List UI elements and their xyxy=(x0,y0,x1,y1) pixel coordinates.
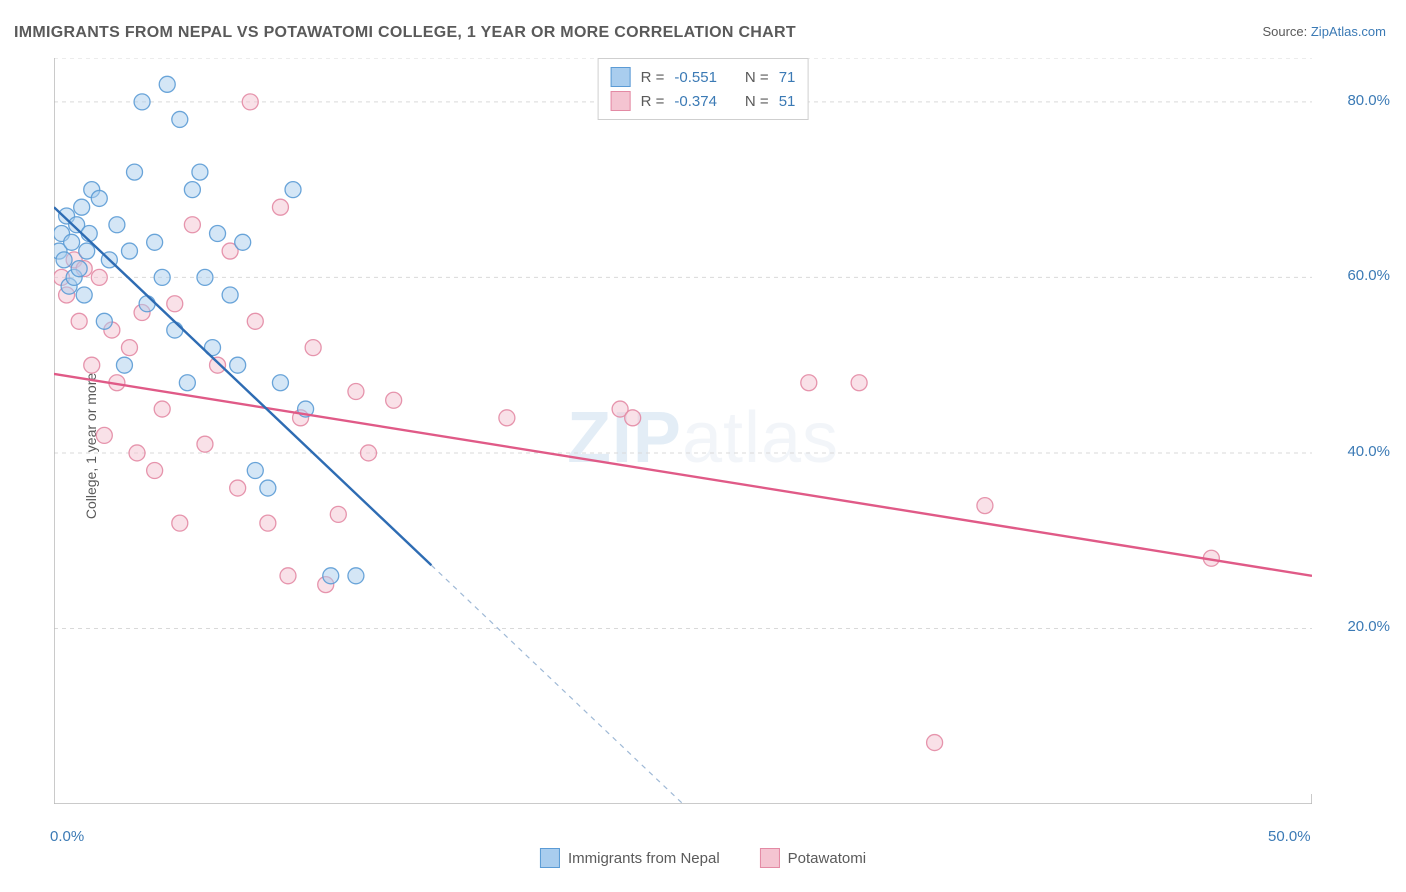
stats-N-label: N = xyxy=(745,93,769,110)
stats-N-label: N = xyxy=(745,69,769,86)
xtick-label-right: 50.0% xyxy=(1268,828,1311,845)
source-attribution: Source: ZipAtlas.com xyxy=(1262,24,1386,39)
swatch-series-1 xyxy=(611,67,631,87)
source-prefix: Source: xyxy=(1262,24,1310,39)
legend-label-1: Immigrants from Nepal xyxy=(568,850,720,867)
ytick-label: 60.0% xyxy=(1347,267,1390,284)
chart-title: IMMIGRANTS FROM NEPAL VS POTAWATOMI COLL… xyxy=(14,24,796,42)
stats-R-1: -0.551 xyxy=(674,69,717,86)
stats-N-2: 51 xyxy=(779,93,796,110)
plot-area xyxy=(54,58,1312,804)
chart-container: IMMIGRANTS FROM NEPAL VS POTAWATOMI COLL… xyxy=(0,0,1406,892)
legend-swatch-2 xyxy=(760,848,780,868)
source-link[interactable]: ZipAtlas.com xyxy=(1311,24,1386,39)
stats-row-1: R = -0.551 N = 71 xyxy=(611,65,796,89)
swatch-series-2 xyxy=(611,91,631,111)
stats-R-label: R = xyxy=(641,69,665,86)
stats-box: R = -0.551 N = 71 R = -0.374 N = 51 xyxy=(598,58,809,120)
stats-R-2: -0.374 xyxy=(674,93,717,110)
ytick-label: 40.0% xyxy=(1347,443,1390,460)
ytick-label: 20.0% xyxy=(1347,618,1390,635)
legend-swatch-1 xyxy=(540,848,560,868)
legend: Immigrants from Nepal Potawatomi xyxy=(540,848,866,868)
xtick-label-left: 0.0% xyxy=(50,828,84,845)
stats-R-label: R = xyxy=(641,93,665,110)
plot-svg xyxy=(54,58,1312,804)
legend-item-2: Potawatomi xyxy=(760,848,866,868)
stats-N-1: 71 xyxy=(779,69,796,86)
ytick-label: 80.0% xyxy=(1347,92,1390,109)
legend-item-1: Immigrants from Nepal xyxy=(540,848,720,868)
stats-row-2: R = -0.374 N = 51 xyxy=(611,89,796,113)
legend-label-2: Potawatomi xyxy=(788,850,866,867)
